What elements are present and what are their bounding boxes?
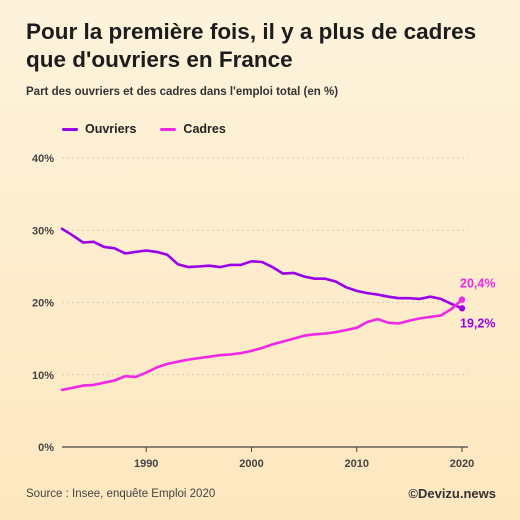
y-tick-label: 10% (32, 370, 54, 382)
end-point-ouvriers (458, 305, 466, 312)
chart-legend: Ouvriers Cadres (62, 120, 226, 138)
x-tick-label: 1990 (134, 458, 158, 470)
series-line-cadres (60, 298, 464, 392)
credit: ©Devizu.news (408, 486, 496, 501)
end-point-cadres (458, 296, 466, 303)
legend-label-cadres: Cadres (183, 122, 226, 136)
chart-subtitle: Part des ouvriers et des cadres dans l'e… (26, 86, 339, 98)
y-tick-label: 20% (32, 298, 54, 310)
y-tick-label: 0% (38, 442, 54, 454)
x-tick-label: 2000 (239, 458, 263, 470)
legend-item-cadres: Cadres (160, 122, 226, 136)
legend-swatch-cadres (160, 127, 177, 131)
x-tick-label: 2020 (450, 458, 474, 470)
legend-label-ouvriers: Ouvriers (85, 122, 137, 136)
source-note: Source : Insee, enquête Emploi 2020 (26, 488, 216, 500)
end-label-ouvriers: 19,2% (460, 316, 495, 330)
legend-swatch-ouvriers (62, 127, 78, 131)
y-tick-label: 30% (32, 225, 54, 237)
legend-item-ouvriers: Ouvriers (62, 122, 136, 136)
x-tick-label: 2010 (344, 458, 368, 470)
y-tick-label: 40% (32, 153, 54, 165)
end-label-cadres: 20,4% (460, 277, 495, 291)
chart-title: Pour la première fois, il y a plus de ca… (26, 19, 477, 72)
series-line-ouvriers (60, 227, 464, 310)
